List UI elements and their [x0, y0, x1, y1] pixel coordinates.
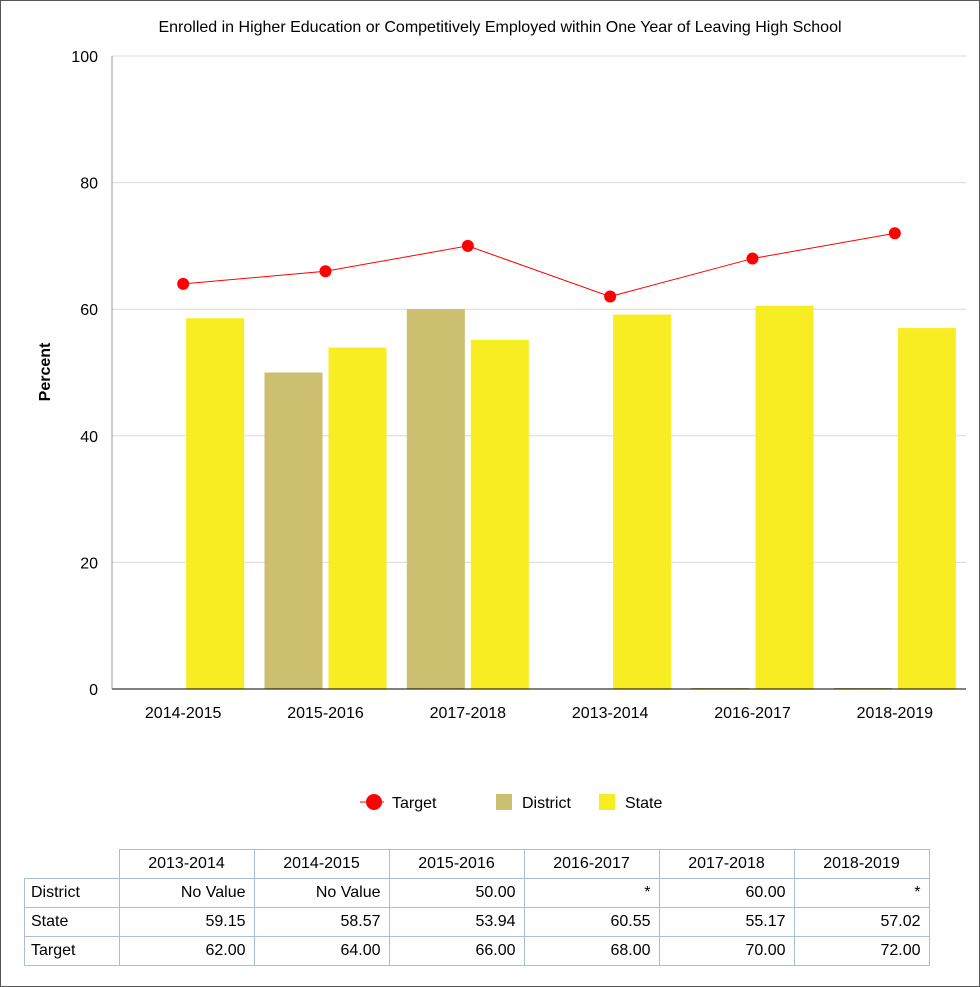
table-cell: 62.00: [118, 936, 255, 966]
target-point: [604, 290, 617, 303]
target-point: [746, 252, 759, 265]
table-cell: 60.00: [658, 878, 795, 908]
data-table: 2013-2014 2014-2015 2015-2016 2016-2017 2017…: [24, 849, 930, 966]
table-column-header: 2014-2015: [253, 849, 390, 879]
table-cell: 59.15: [118, 907, 255, 937]
table-cell: 64.00: [253, 936, 390, 966]
bar-state: [186, 318, 245, 689]
y-axis-ticks: 0 20 40 60 80 100: [71, 49, 98, 699]
table-cell: 66.00: [388, 936, 525, 966]
bar-state: [328, 347, 387, 689]
table-column-header: 2018-2019: [793, 849, 930, 879]
bar-state: [470, 339, 529, 689]
table-column-header: 2016-2017: [523, 849, 660, 879]
x-tick-label: 2013-2014: [572, 705, 649, 722]
legend-state-label: State: [625, 795, 662, 812]
table-row-label: District: [24, 878, 120, 908]
bar-district: [264, 372, 323, 689]
target-series: [177, 227, 901, 303]
bar-district: [406, 309, 465, 689]
y-tick-label: 60: [80, 302, 98, 319]
table-cell: 60.55: [523, 907, 660, 937]
table-cell: *: [523, 878, 660, 908]
target-point: [177, 277, 190, 290]
table-corner: [25, 850, 120, 879]
table-cell: 72.00: [793, 936, 930, 966]
table-cell: 68.00: [523, 936, 660, 966]
table-row: Target 62.00 64.00 66.00 68.00 70.00 72.00: [24, 936, 930, 966]
table-row: State 59.15 58.57 53.94 60.55 55.17 57.02: [24, 907, 930, 937]
legend-target-marker: [366, 794, 382, 810]
x-tick-label: 2017-2018: [430, 705, 507, 722]
x-tick-label: 2014-2015: [145, 705, 222, 722]
y-tick-label: 80: [80, 176, 98, 193]
table-column-header: 2015-2016: [388, 849, 525, 879]
table-cell: 70.00: [658, 936, 795, 966]
table-cell: 50.00: [388, 878, 525, 908]
y-tick-label: 40: [80, 429, 98, 446]
legend-district-label: District: [522, 795, 571, 812]
y-tick-label: 100: [71, 49, 98, 66]
y-tick-label: 0: [89, 682, 98, 699]
table-column-header: 2017-2018: [658, 849, 795, 879]
y-tick-label: 20: [80, 555, 98, 572]
table-cell: 57.02: [793, 907, 930, 937]
table-row: District No Value No Value 50.00 * 60.00 *: [24, 878, 930, 908]
table-cell: 55.17: [658, 907, 795, 937]
bar-state: [755, 305, 814, 689]
bar-state: [613, 314, 672, 689]
x-axis-ticks: 2014-2015 2015-2016 2017-2018 2013-2014 2016…: [145, 705, 933, 722]
chart-title: Enrolled in Higher Education or Competit…: [158, 19, 841, 36]
legend-state-swatch: [599, 794, 615, 810]
table-cell: *: [793, 878, 930, 908]
table-row-label: Target: [24, 936, 120, 966]
target-point: [888, 227, 901, 240]
table-cell: No Value: [118, 878, 255, 908]
chart: Enrolled in Higher Education or Competit…: [37, 19, 966, 812]
table-column-header: 2013-2014: [118, 849, 255, 879]
table-cell: 53.94: [388, 907, 525, 937]
bars: [186, 305, 956, 689]
y-axis-label: Percent: [37, 342, 54, 401]
target-line: [183, 232, 895, 298]
gridlines: [112, 55, 966, 563]
target-point: [319, 265, 332, 278]
legend-district-swatch: [496, 794, 512, 810]
table-cell: No Value: [253, 878, 390, 908]
legend-target-label: Target: [392, 795, 437, 812]
target-point: [461, 239, 474, 252]
table-row-label: State: [24, 907, 120, 937]
x-tick-label: 2016-2017: [714, 705, 791, 722]
table-header-row: 2013-2014 2014-2015 2015-2016 2016-2017 2017…: [25, 849, 930, 879]
x-tick-label: 2015-2016: [287, 705, 364, 722]
x-tick-label: 2018-2019: [857, 705, 934, 722]
bar-state: [897, 328, 956, 689]
legend: Target District State: [360, 794, 662, 812]
table-cell: 58.57: [253, 907, 390, 937]
